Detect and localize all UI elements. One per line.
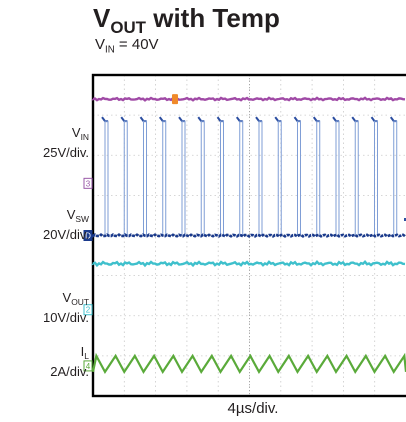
trace-vin-tick — [101, 116, 108, 123]
svg-text:D: D — [85, 232, 91, 241]
svg-text:2: 2 — [86, 306, 91, 315]
trace-1 — [91, 96, 406, 102]
channel-1-trigger-marker — [172, 94, 178, 105]
channel-marker-3: 3 — [83, 177, 93, 189]
trace-4 — [91, 260, 406, 268]
trace-vin-tick — [274, 116, 282, 123]
channel-marker-4: 4 — [83, 360, 93, 372]
trace-vin-tick — [197, 116, 205, 123]
channel-marker-D: D — [83, 230, 93, 241]
svg-text:4: 4 — [86, 362, 91, 371]
trace-vin-tick — [332, 116, 339, 123]
channel-marker-2: 2 — [83, 304, 93, 316]
trace-vsw — [91, 233, 406, 239]
trace-vin-tick — [293, 116, 301, 123]
trace-vin-tick — [120, 116, 128, 123]
trace-vin-tick — [235, 116, 243, 123]
trace-vin-tick — [178, 116, 185, 123]
trace-vin-tick — [351, 116, 359, 123]
channel-label-il: IL 2A/div. — [50, 344, 89, 379]
trace-vin-tick — [370, 116, 378, 123]
trace-vin-tick — [158, 116, 166, 123]
trace-vin-tick — [139, 116, 147, 123]
x-axis-label: 4µs/div. — [227, 400, 279, 417]
trace-vin-tick — [312, 116, 320, 123]
trace-vsw-pulses — [104, 120, 398, 236]
chart-title: VOUT with Temp — [93, 3, 280, 37]
trace-vin-tick — [255, 116, 262, 123]
svg-text:3: 3 — [86, 179, 91, 188]
trace-il — [91, 352, 406, 375]
trace-vin-tick — [389, 116, 397, 123]
channel-label-vout: VOUT 10V/div. — [42, 290, 89, 325]
channel-label-vsw: VSW 20V/div. — [42, 207, 89, 242]
chart-subtitle: VIN = 40V — [95, 36, 159, 56]
channel-label-vin: VIN 25V/div. — [42, 125, 89, 160]
